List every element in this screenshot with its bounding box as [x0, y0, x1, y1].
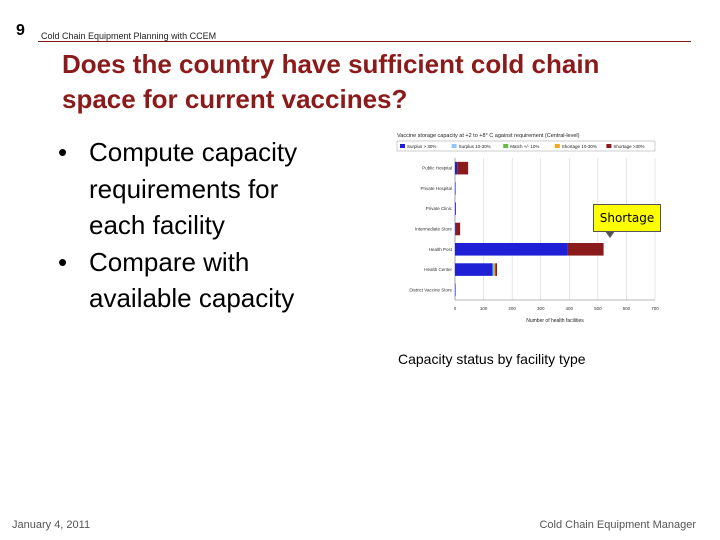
header-rule [38, 41, 691, 42]
y-category-label: District Vaccine Store [409, 287, 452, 292]
title-line-1: Does the country have sufficient cold ch… [62, 49, 600, 79]
chart-caption: Capacity status by facility type [398, 351, 586, 367]
bullet-marker: • [58, 137, 68, 167]
y-category-label: Private Hospital [420, 186, 452, 191]
bar-segment [455, 222, 461, 236]
bar-segment [455, 283, 456, 297]
bullet-line: available capacity [89, 283, 295, 313]
bullet-list: • Compute capacity requirements for each… [58, 134, 358, 317]
legend-label: Shortage 10-30% [562, 144, 597, 149]
bar-segment [455, 182, 456, 195]
y-category-label: Health Post [429, 247, 453, 252]
legend-label: Surplus 10-30% [459, 144, 491, 149]
bar-segment [455, 242, 568, 256]
legend-swatch [400, 144, 405, 148]
x-tick-label: 500 [594, 306, 602, 311]
legend-swatch [503, 144, 509, 148]
slide-header-text: Cold Chain Equipment Planning with CCEM [41, 31, 217, 41]
bullet-line: each facility [89, 210, 225, 240]
chart-title: Vaccine storage capacity at +2 to +8° C … [397, 133, 580, 139]
slide-title: Does the country have sufficient cold ch… [62, 47, 682, 117]
bullet-line: Compute capacity [89, 137, 298, 167]
y-category-label: Private Clinic [426, 206, 453, 211]
legend-label: Surplus > 30% [407, 144, 436, 149]
bar-segment [455, 222, 456, 236]
bar-segment [493, 263, 495, 276]
x-tick-label: 200 [508, 306, 516, 311]
title-line-2: space for current vaccines? [62, 84, 408, 114]
bullet-marker: • [58, 246, 68, 277]
chart-legend-box [396, 140, 656, 152]
bar-segment [494, 263, 496, 276]
slide-number: 9 [16, 22, 25, 39]
legend-label: Shortage >30% [613, 144, 644, 149]
footer-app-name: Cold Chain Equipment Manager [539, 519, 696, 531]
bullet-item: • Compute capacity requirements for each… [58, 134, 358, 244]
bar-segment [567, 242, 604, 256]
bullet-line: Compare with [89, 246, 250, 277]
footer-date: January 4, 2011 [12, 519, 91, 531]
bar-segment [492, 263, 494, 276]
legend-swatch [554, 144, 560, 148]
bar-segment [455, 161, 458, 175]
legend-swatch [606, 144, 612, 148]
y-category-label: Intermediate Store [415, 227, 453, 232]
x-tick-label: 0 [454, 306, 457, 311]
bar-segment [495, 263, 497, 276]
x-axis-label: Number of health facilities [526, 318, 584, 324]
legend-label: Match +/- 10% [510, 144, 539, 149]
y-category-label: Health Center [424, 267, 452, 272]
legend-swatch [451, 144, 457, 148]
bar-segment [455, 202, 456, 216]
x-tick-label: 600 [623, 306, 631, 311]
callout-tail [605, 231, 615, 238]
x-tick-label: 100 [480, 306, 488, 311]
x-tick-label: 700 [651, 306, 659, 311]
bar-segment [457, 161, 469, 175]
x-tick-label: 300 [537, 306, 545, 311]
bullet-line: requirements for [89, 173, 279, 204]
shortage-callout: Shortage [593, 204, 661, 232]
y-category-label: Public Hospital [422, 166, 452, 171]
bullet-item: • Compare with available capacity [58, 244, 358, 317]
bar-segment [455, 263, 493, 276]
x-tick-label: 400 [566, 306, 574, 311]
